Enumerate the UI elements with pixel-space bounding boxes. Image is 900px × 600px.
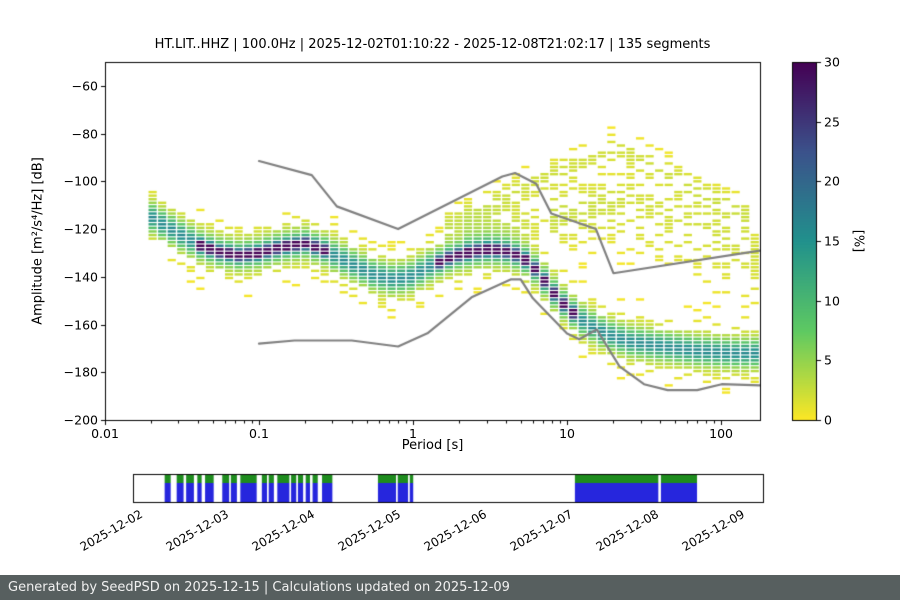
footer-bar: Generated by SeedPSD on 2025-12-15 | Cal… — [0, 575, 900, 600]
x-axis-label: Period [s] — [401, 438, 464, 453]
ppsd-heatmap-canvas — [0, 0, 900, 565]
footer-text: Generated by SeedPSD on 2025-12-15 | Cal… — [8, 580, 510, 595]
colorbar-label: [%] — [850, 229, 866, 253]
